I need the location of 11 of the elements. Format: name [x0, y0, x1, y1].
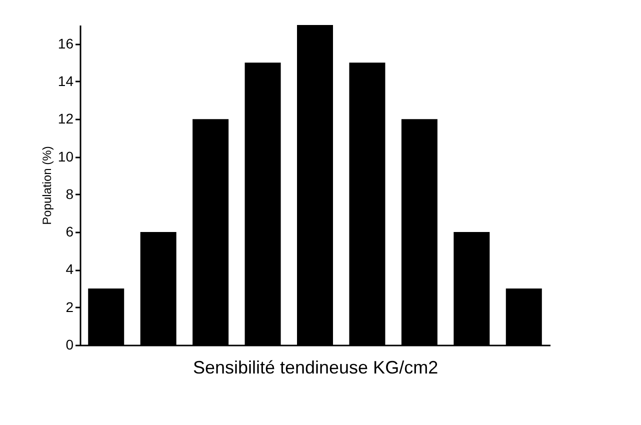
y-axis-title: Population (%): [40, 146, 54, 225]
y-tick-label: 10: [58, 148, 74, 164]
y-tick-label: 0: [66, 336, 74, 352]
y-tick-label: 16: [58, 35, 74, 52]
y-tick-label: 8: [66, 186, 74, 202]
y-tick-label: 14: [58, 72, 74, 89]
y-tick-label: 4: [66, 261, 74, 278]
y-tick-label: 2: [66, 298, 74, 315]
x-axis-title: Sensibilité tendineuse KG/cm2: [192, 358, 438, 378]
y-tick-label: 6: [66, 224, 74, 240]
y-tick-label: 12: [58, 110, 74, 127]
